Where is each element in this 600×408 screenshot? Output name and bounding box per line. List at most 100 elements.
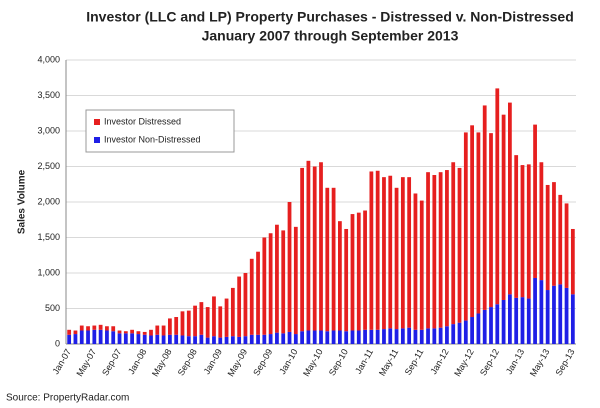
bar-segment (451, 162, 456, 325)
bar-segment (123, 333, 128, 344)
bar-segment (249, 258, 254, 335)
bar-segment (275, 332, 279, 344)
bar-segment (92, 325, 97, 330)
bar-segment (363, 210, 367, 330)
y-tick-label: 3,500 (37, 90, 60, 100)
bar-segment (230, 287, 235, 337)
bar-segment (438, 327, 443, 344)
bar-segment (495, 304, 500, 344)
chart-subtitle: January 2007 through September 2013 (202, 28, 459, 44)
bar-segment (400, 328, 405, 344)
bar-segment (369, 171, 374, 330)
bar-segment (262, 237, 267, 335)
legend-label: Investor Distressed (104, 116, 181, 126)
bar-segment (445, 170, 449, 327)
bar-segment (400, 177, 405, 329)
x-tick-label: Jan-09 (202, 347, 224, 376)
bar-segment (312, 330, 317, 344)
bar-segment (212, 336, 216, 344)
bar-segment (363, 329, 367, 344)
bar-segment (256, 251, 260, 335)
bar-segment (325, 331, 330, 344)
bar-segment (193, 305, 197, 337)
bar-segment (407, 327, 412, 344)
x-tick-label: Jan-07 (51, 347, 73, 376)
bar-segment (438, 172, 443, 328)
bar-segment (476, 132, 481, 314)
bar-segment (92, 329, 97, 344)
bar-segment (86, 326, 90, 331)
y-tick-label: 1,500 (37, 232, 60, 242)
bar-segment (142, 334, 147, 344)
bar-segment (319, 162, 323, 331)
bar-segment (526, 298, 531, 344)
bar-segment (249, 334, 254, 344)
bar-segment (73, 330, 78, 335)
bar-segment (105, 326, 109, 331)
bar-segment (224, 298, 229, 337)
bar-segment (457, 167, 462, 323)
y-tick-label: 500 (45, 303, 60, 313)
x-tick-label: Jan-08 (126, 347, 148, 376)
bar-segment (382, 329, 386, 344)
bar-segment (558, 284, 563, 344)
x-tick-label: Jan-12 (428, 347, 450, 376)
x-tick-label: Sep-13 (553, 347, 576, 377)
bar-segment (205, 307, 210, 338)
bar-segment (445, 326, 449, 344)
bar-segment (356, 330, 361, 344)
bar-segment (199, 302, 204, 335)
bar-segment (432, 328, 437, 344)
bar-segment (463, 320, 468, 344)
bar-segment (142, 331, 147, 335)
bar-segment (174, 317, 179, 335)
bar-segment (426, 172, 430, 329)
bar-segment (552, 285, 556, 344)
bar-segment (426, 328, 430, 344)
bar-segment (287, 202, 292, 332)
bar-segment (168, 318, 172, 335)
bar-segment (375, 329, 380, 344)
x-tick-label: May-13 (528, 347, 552, 378)
bar-segment (495, 88, 500, 305)
bar-segment (293, 226, 298, 335)
bar-segment (67, 334, 72, 344)
bar-segment (306, 330, 311, 344)
y-tick-label: 0 (55, 338, 60, 348)
bar-segment (79, 330, 84, 344)
bar-segment (470, 125, 474, 318)
bar-segment (180, 311, 185, 336)
bar-segment (168, 334, 172, 344)
bar-segment (193, 336, 197, 344)
bar-segment (224, 336, 229, 344)
bar-segment (155, 325, 160, 335)
bar-segment (155, 334, 160, 344)
bar-segment (514, 155, 519, 298)
bar-segment (457, 322, 462, 344)
bar-segment (319, 330, 323, 344)
y-tick-label: 3,000 (37, 125, 60, 135)
bar-segment (73, 334, 78, 344)
x-tick-label: Sep-08 (176, 347, 199, 377)
legend-label: Investor Non-Distressed (104, 134, 201, 144)
bar-segment (136, 331, 141, 335)
bar-segment (508, 294, 512, 344)
bar-segment (520, 297, 525, 344)
bar-segment (419, 200, 424, 330)
bar-segment (388, 328, 393, 344)
bar-segment (123, 331, 128, 334)
x-tick-label: Sep-07 (100, 347, 123, 377)
bar-segment (564, 287, 569, 344)
bar-segment (256, 334, 260, 344)
bar-segment (419, 329, 424, 344)
bar-segment (130, 333, 134, 344)
bar-segment (268, 334, 273, 344)
legend-swatch (94, 119, 100, 125)
bar-segment (205, 337, 210, 344)
bar-segment (350, 330, 355, 344)
chart-title: Investor (LLC and LP) Property Purchases… (86, 9, 574, 25)
bar-segment (161, 325, 166, 336)
bar-segment (470, 317, 474, 344)
bar-segment (149, 329, 153, 336)
bar-segment (482, 309, 487, 344)
